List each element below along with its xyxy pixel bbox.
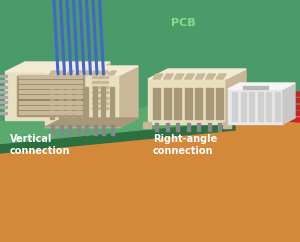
Bar xyxy=(0,85,7,88)
Polygon shape xyxy=(74,71,83,75)
Polygon shape xyxy=(45,118,138,127)
Bar xyxy=(92,76,108,78)
Bar xyxy=(218,123,221,131)
Polygon shape xyxy=(109,71,116,75)
Bar xyxy=(19,90,82,93)
Polygon shape xyxy=(58,71,65,75)
Bar xyxy=(216,88,223,119)
Bar xyxy=(92,91,108,93)
Bar xyxy=(257,92,262,121)
Polygon shape xyxy=(206,74,215,79)
Bar xyxy=(187,123,190,131)
Bar xyxy=(174,88,181,119)
Bar xyxy=(0,96,7,98)
Bar xyxy=(164,88,170,119)
Bar xyxy=(249,92,254,121)
Bar xyxy=(197,123,200,131)
Polygon shape xyxy=(100,71,108,75)
Bar xyxy=(110,125,113,135)
Bar xyxy=(85,125,88,135)
Bar xyxy=(110,87,113,119)
Bar xyxy=(0,91,7,93)
Polygon shape xyxy=(174,74,184,79)
Bar xyxy=(92,81,108,83)
Polygon shape xyxy=(5,72,90,120)
Bar xyxy=(92,102,108,104)
Bar xyxy=(51,125,54,135)
Bar xyxy=(101,87,105,119)
Polygon shape xyxy=(283,83,295,124)
Bar xyxy=(274,92,280,121)
Polygon shape xyxy=(45,75,120,127)
Polygon shape xyxy=(66,71,74,75)
Polygon shape xyxy=(226,69,246,124)
Bar xyxy=(243,86,268,89)
Polygon shape xyxy=(153,74,163,79)
Bar xyxy=(92,86,108,88)
Polygon shape xyxy=(148,69,246,79)
Bar xyxy=(19,111,82,114)
Bar xyxy=(19,80,82,83)
Bar xyxy=(19,101,82,104)
Bar xyxy=(50,87,54,119)
Bar xyxy=(19,85,82,88)
Bar xyxy=(266,92,271,121)
Polygon shape xyxy=(90,62,110,120)
Polygon shape xyxy=(92,71,100,75)
Bar xyxy=(206,88,212,119)
Text: Right-angle
connection: Right-angle connection xyxy=(153,134,217,156)
Polygon shape xyxy=(0,114,300,242)
Bar xyxy=(76,87,80,119)
Bar xyxy=(223,122,231,128)
Bar xyxy=(166,123,169,131)
Bar xyxy=(94,125,97,135)
Bar xyxy=(0,101,7,103)
Polygon shape xyxy=(49,71,57,75)
Bar xyxy=(84,87,88,119)
Polygon shape xyxy=(195,74,205,79)
Bar xyxy=(232,92,237,121)
Bar xyxy=(208,123,211,131)
Bar xyxy=(67,87,71,119)
Bar xyxy=(143,122,151,128)
Bar xyxy=(0,106,7,108)
Polygon shape xyxy=(0,99,235,145)
Bar xyxy=(17,76,84,116)
Bar xyxy=(0,75,7,77)
Bar xyxy=(176,123,179,131)
Bar xyxy=(92,71,108,73)
Bar xyxy=(155,123,158,131)
Bar xyxy=(19,106,82,109)
Polygon shape xyxy=(120,66,138,127)
Polygon shape xyxy=(148,79,226,124)
Bar xyxy=(19,95,82,98)
Bar xyxy=(184,88,191,119)
Bar xyxy=(92,97,108,98)
Bar xyxy=(76,125,80,135)
Bar xyxy=(92,107,108,109)
Bar xyxy=(0,112,7,113)
Bar xyxy=(59,125,62,135)
Polygon shape xyxy=(164,74,173,79)
Polygon shape xyxy=(5,62,110,72)
Bar xyxy=(92,87,97,119)
Bar xyxy=(195,88,202,119)
Polygon shape xyxy=(45,66,138,75)
Bar xyxy=(19,78,82,114)
Polygon shape xyxy=(184,74,194,79)
Text: Vertical
connection: Vertical connection xyxy=(10,134,70,156)
Bar xyxy=(241,92,245,121)
Text: PCB: PCB xyxy=(171,18,195,28)
Polygon shape xyxy=(228,89,283,124)
Bar xyxy=(68,125,71,135)
Polygon shape xyxy=(83,71,91,75)
Polygon shape xyxy=(0,122,235,153)
Bar xyxy=(0,80,7,82)
Bar xyxy=(58,87,62,119)
Bar xyxy=(153,88,160,119)
Polygon shape xyxy=(228,83,295,89)
Bar xyxy=(19,75,82,78)
Bar xyxy=(102,125,105,135)
Polygon shape xyxy=(216,74,226,79)
